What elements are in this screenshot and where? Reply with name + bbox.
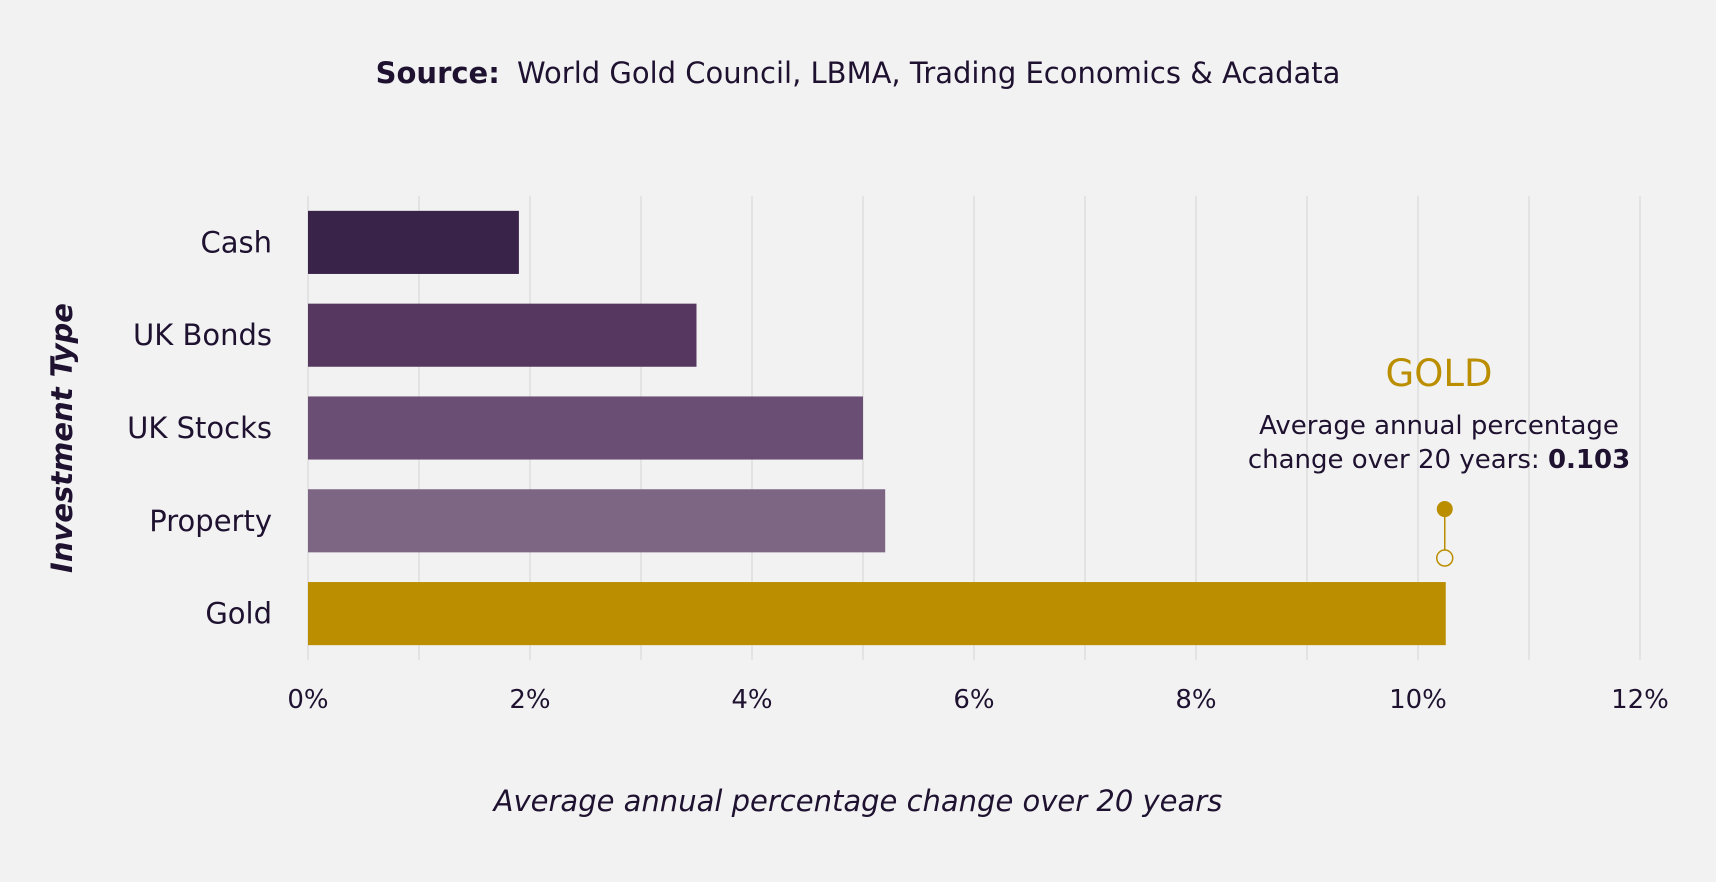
chart-source: Source: World Gold Council, LBMA, Tradin… (376, 56, 1341, 90)
bar-property (308, 489, 886, 553)
bar-uk-stocks (308, 396, 863, 460)
x-axis-title: Average annual percentage change over 20… (492, 784, 1223, 818)
y-axis-title: Investment Type (45, 303, 79, 573)
bar-uk-bonds (308, 303, 697, 367)
annotation-marker-filled (1436, 501, 1453, 518)
category-label-gold: Gold (205, 597, 272, 631)
category-label-uk-bonds: UK Bonds (133, 318, 272, 352)
bar-gold (308, 582, 1446, 646)
x-tick-label: 0% (287, 685, 328, 715)
annotation-line-2-prefix: change over 20 years: (1248, 445, 1548, 475)
bars (308, 210, 1446, 646)
x-tick-label: 2% (509, 685, 550, 715)
annotation-line-2: change over 20 years: 0.103 (1248, 445, 1630, 475)
annotation-title: GOLD (1386, 352, 1493, 395)
category-labels: Cash UK Bonds UK Stocks Property Gold (127, 225, 272, 630)
x-tick-label: 6% (953, 685, 994, 715)
category-label-cash: Cash (200, 225, 272, 259)
annotation-value: 0.103 (1548, 445, 1630, 475)
source-text: World Gold Council, LBMA, Trading Econom… (517, 56, 1340, 90)
x-tick-label: 8% (1175, 685, 1216, 715)
x-tick-label: 10% (1389, 685, 1447, 715)
annotation-marker-open (1436, 549, 1454, 567)
bar-cash (308, 210, 519, 274)
source-label: Source: (376, 56, 500, 90)
x-tick-labels: 0% 2% 4% 6% 8% 10% 12% (287, 685, 1669, 715)
annotation-line-1: Average annual percentage (1259, 411, 1619, 441)
category-label-uk-stocks: UK Stocks (127, 411, 272, 445)
x-tick-label: 12% (1611, 685, 1669, 715)
category-label-property: Property (149, 504, 272, 538)
gold-annotation: GOLD Average annual percentage change ov… (1248, 352, 1630, 567)
x-tick-label: 4% (731, 685, 772, 715)
